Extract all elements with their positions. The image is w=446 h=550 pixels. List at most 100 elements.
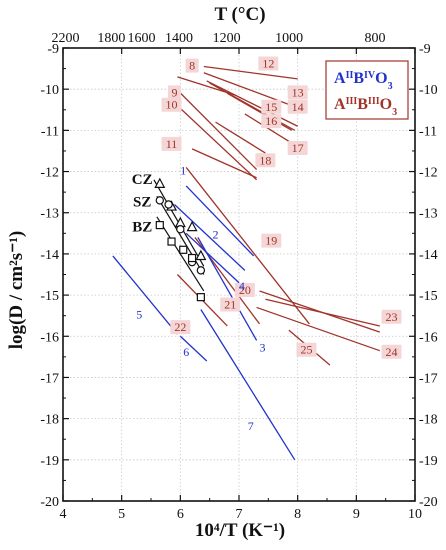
series-label-bg-15 — [261, 99, 282, 114]
series-label-bg-25 — [296, 342, 317, 357]
y-tick-label: -17 — [40, 371, 59, 386]
x-tick-label: 6 — [177, 507, 184, 522]
series-label-18: 18 — [259, 153, 271, 167]
top-tick-label: 1400 — [165, 31, 193, 46]
series-label-10: 10 — [166, 98, 178, 112]
series-line-16 — [226, 92, 293, 131]
marker-bz — [179, 245, 188, 254]
y-tick-label-right: -10 — [419, 83, 438, 98]
series-label-1: 1 — [180, 164, 186, 178]
composition-label-cz: CZ — [132, 172, 153, 188]
top-axis-title: T (°C) — [214, 4, 265, 25]
series-label-bg-10 — [161, 97, 182, 112]
series-label-12: 12 — [262, 57, 274, 71]
series-label-bg-23 — [381, 309, 402, 324]
marker-sz — [176, 224, 185, 234]
series-label-bg-11 — [161, 136, 182, 151]
legend-entry: AIIBIVO3 — [334, 70, 393, 92]
series-label-bg-9 — [167, 85, 181, 100]
series-label-bg-24 — [381, 344, 402, 359]
series-label-7: 7 — [248, 419, 254, 433]
series-label-22: 22 — [174, 320, 186, 334]
marker-bz — [187, 253, 197, 263]
legend: AIIBIVO3 AIIIBIIIO3 — [325, 60, 409, 120]
y-tick-label-right: -18 — [419, 413, 438, 428]
series-label-bg-16 — [261, 114, 282, 129]
y-tick-label: -9 — [47, 42, 59, 57]
x-tick-label: 9 — [353, 507, 360, 522]
y-tick-label-right: -15 — [419, 289, 438, 304]
series-line-5 — [112, 255, 178, 335]
marker-cz — [186, 220, 198, 232]
series-line-1 — [185, 185, 255, 257]
x-tick-label: 4 — [60, 507, 67, 522]
top-tick-label: 1600 — [128, 31, 156, 46]
series-label-2: 2 — [213, 227, 219, 241]
series-label-bg-12 — [258, 56, 279, 71]
marker-bz — [196, 293, 205, 302]
series-label-15: 15 — [265, 100, 277, 114]
y-tick-label-right: -19 — [419, 454, 438, 469]
series-label-bg-8 — [185, 58, 199, 73]
marker-sz — [164, 200, 173, 209]
series-line-2 — [174, 204, 246, 271]
top-tick-label: 1800 — [97, 31, 125, 46]
x-tick-label: 10 — [408, 507, 422, 522]
y-tick-label-right: -11 — [419, 124, 437, 139]
y-tick-label: -16 — [40, 330, 59, 345]
series-label-24: 24 — [386, 345, 398, 359]
series-label-bg-13 — [287, 85, 308, 100]
series-label-5: 5 — [136, 308, 142, 322]
series-label-20: 20 — [239, 283, 251, 297]
y-tick-label-right: -14 — [419, 248, 438, 263]
composition-label-bz: BZ — [132, 219, 152, 235]
series-label-9: 9 — [171, 85, 177, 99]
y-tick-label-right: -13 — [419, 207, 438, 222]
x-axis-title: 10⁴/T (K⁻¹) — [195, 520, 285, 541]
marker-cz — [154, 177, 166, 188]
series-label-bg-20 — [234, 283, 255, 298]
series-line-7 — [200, 309, 296, 461]
y-tick-label-right: -20 — [419, 495, 438, 510]
series-label-8: 8 — [189, 59, 195, 73]
series-label-16: 16 — [265, 114, 277, 128]
series-label-25: 25 — [300, 343, 312, 357]
series-line-4 — [185, 232, 240, 284]
series-line-9 — [174, 86, 258, 170]
axis-ticks: 4 5 6 7 8 9 10-20 -20-19 -19-18 -18-17 -17-16 -16-1… — [40, 31, 437, 522]
top-tick-label: 1200 — [213, 31, 241, 46]
series-label-21: 21 — [224, 297, 236, 311]
series-line-3 — [197, 237, 258, 341]
y-tick-label-right: -12 — [419, 166, 438, 181]
x-tick-label: 7 — [236, 507, 243, 522]
legend-entry: AIIIBIIIO3 — [334, 96, 397, 118]
series-label-bg-19 — [261, 233, 282, 248]
y-tick-label-right: -17 — [419, 371, 438, 386]
series-label-23: 23 — [386, 310, 398, 324]
series-label-17: 17 — [292, 141, 304, 155]
series-lines — [112, 65, 381, 461]
series-line-14 — [206, 80, 298, 127]
series-line-10 — [176, 105, 258, 181]
series-label-11: 11 — [166, 137, 178, 151]
series-label-bg-14 — [287, 99, 308, 114]
series-label-bg-22 — [170, 320, 191, 335]
y-tick-label: -10 — [40, 83, 59, 98]
series-label-13: 13 — [292, 85, 304, 99]
series-line-19 — [185, 167, 310, 325]
series-line-11 — [191, 148, 257, 179]
series-label-19: 19 — [265, 234, 277, 248]
series-line-13 — [203, 72, 298, 109]
legend-box — [325, 60, 409, 120]
top-tick-label: 2200 — [52, 31, 80, 46]
y-tick-label: -19 — [40, 454, 59, 469]
series-line-6 — [179, 335, 208, 362]
series-label-bg-17 — [287, 140, 308, 155]
y-tick-label: -20 — [40, 495, 59, 510]
data-markers — [154, 177, 207, 302]
y-tick-label: -14 — [40, 248, 59, 263]
fit-line-bz — [156, 216, 205, 292]
series-label-6: 6 — [183, 345, 189, 359]
series-line-24 — [256, 306, 381, 352]
series-label-14: 14 — [292, 100, 304, 114]
